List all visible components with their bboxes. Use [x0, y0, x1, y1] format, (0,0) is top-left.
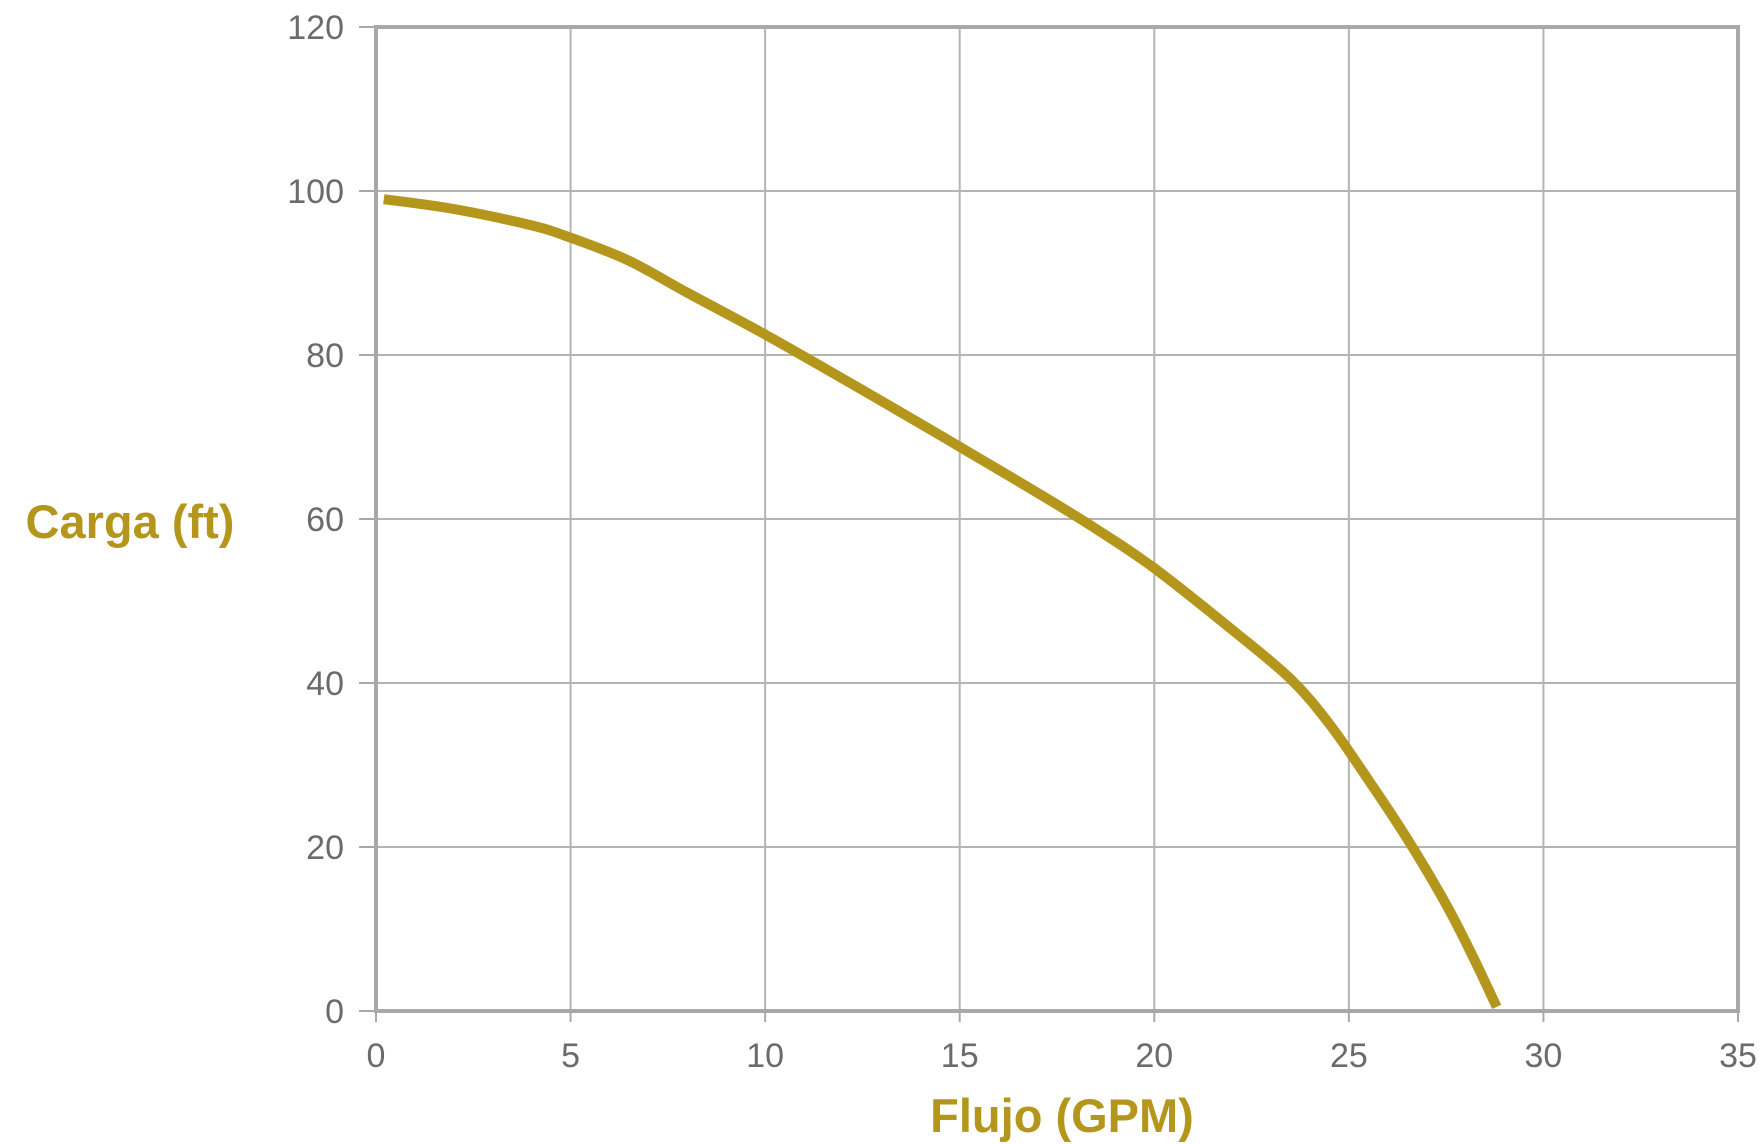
y-tick-label: 40 — [306, 665, 344, 703]
y-tick-label: 120 — [287, 9, 344, 47]
x-tick-label: 0 — [367, 1037, 386, 1075]
x-tick-label: 20 — [1135, 1037, 1173, 1075]
x-axis-title: Flujo (GPM) — [930, 1089, 1194, 1142]
x-tick-label: 35 — [1719, 1037, 1757, 1075]
grid — [376, 27, 1738, 1011]
tick-labels: 0 5 10 15 20 25 30 35 0 20 40 60 80 100 120 — [287, 9, 1757, 1075]
y-tick-label: 100 — [287, 173, 344, 211]
tick-marks — [359, 26, 1739, 1022]
pump-curve-line — [383, 194, 1502, 1010]
x-tick-label: 15 — [941, 1037, 979, 1075]
y-axis-title: Carga (ft) — [26, 495, 235, 548]
x-tick-label: 5 — [561, 1037, 580, 1075]
x-tick-label: 10 — [746, 1037, 784, 1075]
x-tick-label: 25 — [1330, 1037, 1368, 1075]
x-tick-label: 30 — [1525, 1037, 1563, 1075]
y-tick-label: 0 — [325, 993, 344, 1031]
y-tick-label: 20 — [306, 829, 344, 867]
y-tick-label: 80 — [306, 337, 344, 375]
y-tick-label: 60 — [306, 501, 344, 539]
